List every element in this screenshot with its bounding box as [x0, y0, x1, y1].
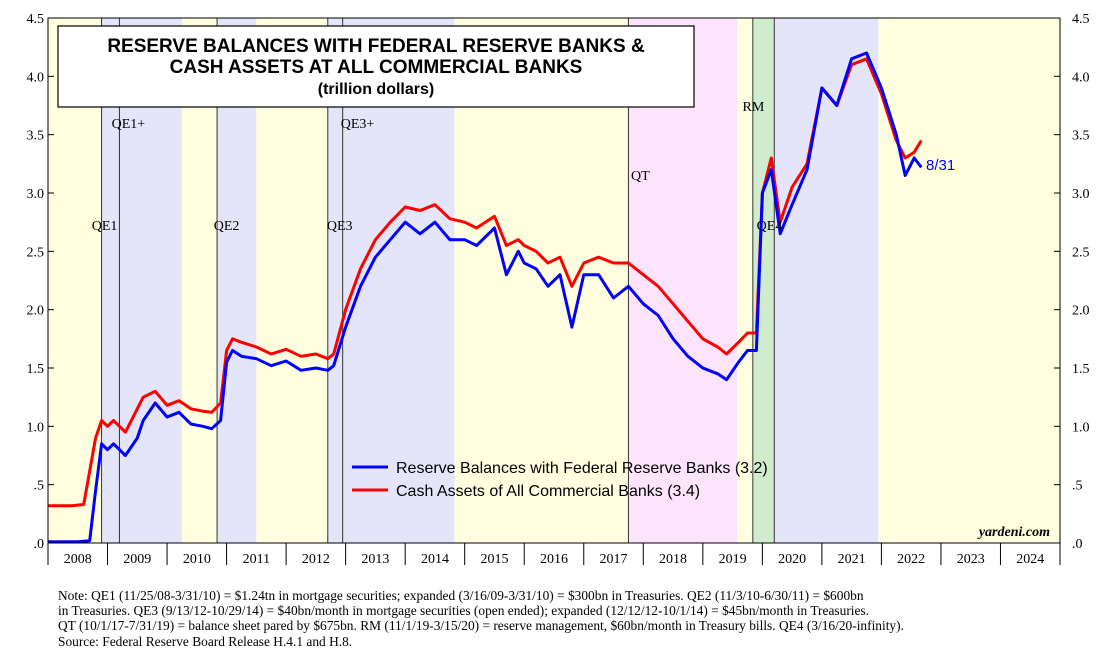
period-band-10: [774, 18, 879, 543]
x-tick-label: 2024: [1016, 552, 1044, 567]
y-tick-label-right: 3.0: [1072, 187, 1090, 202]
chart-canvas: .0 .0 .5 .5 1.0 1.0 1.5 1.5 2.0 2.0 2.5 2.5 3.0 3.0 3.…: [27, 12, 1090, 567]
period-label-qe1-plus: QE1+: [112, 117, 146, 132]
x-tick-label: 2017: [600, 552, 628, 567]
period-band-11: [878, 18, 1060, 543]
y-tick-label-left: 1.5: [27, 362, 45, 377]
x-tick-label: 2016: [540, 552, 568, 567]
end-date-label: 8/31: [926, 157, 955, 174]
y-tick-label-left: 3.0: [27, 187, 45, 202]
chart-title-line-2: CASH ASSETS AT ALL COMMERCIAL BANKS: [170, 57, 583, 78]
x-tick-label: 2013: [361, 552, 389, 567]
period-label-qe3-plus: QE3+: [341, 117, 375, 132]
y-tick-label-left: 2.0: [27, 304, 45, 319]
x-tick-label: 2009: [123, 552, 151, 567]
y-tick-label-left: .0: [34, 537, 45, 552]
x-tick-label: 2012: [302, 552, 330, 567]
plot-frame: [47, 17, 1061, 544]
x-tick-label: 2011: [243, 552, 270, 567]
y-tick-label-left: 1.0: [27, 420, 45, 435]
x-tick-label: 2014: [421, 552, 449, 567]
title-box: RESERVE BALANCES WITH FEDERAL RESERVE BA…: [57, 25, 695, 108]
footnote-line-1: Note: QE1 (11/25/08-3/31/10) = $1.24tn i…: [58, 588, 864, 603]
y-tick-label-left: 4.5: [27, 12, 45, 27]
y-axis: .0 .0 .5 .5 1.0 1.0 1.5 1.5 2.0 2.0 2.5 2.5 3.0 3.0 3.…: [27, 12, 1090, 552]
y-tick-label-right: .0: [1072, 537, 1083, 552]
series-lines: [48, 51, 923, 544]
x-tick-label: 2020: [778, 552, 806, 567]
y-tick-label-left: 4.0: [27, 70, 45, 85]
y-tick-label-right: 3.5: [1072, 129, 1090, 144]
period-label-qe4: QE4: [757, 219, 783, 234]
y-tick-label-right: 2.0: [1072, 304, 1090, 319]
legend: Reserve Balances with Federal Reserve Ba…: [352, 460, 768, 500]
y-tick-label-left: 2.5: [27, 245, 45, 260]
y-tick-label-right: 4.0: [1072, 70, 1090, 85]
legend-label-reserve: Reserve Balances with Federal Reserve Ba…: [396, 460, 768, 477]
legend-label-cash: Cash Assets of All Commercial Banks (3.4…: [396, 483, 700, 500]
period-band-8: [737, 18, 753, 543]
period-band-9: [752, 18, 775, 543]
y-tick-label-left: .5: [34, 479, 45, 494]
footnote: Note: QE1 (11/25/08-3/31/10) = $1.24tn i…: [58, 588, 1108, 649]
period-label-rm: RM: [743, 100, 765, 115]
period-label-qe2: QE2: [214, 219, 240, 234]
chart-title-line-1: RESERVE BALANCES WITH FEDERAL RESERVE BA…: [107, 36, 645, 57]
footnote-line-2: in Treasuries. QE3 (9/13/12-10/29/14) = …: [58, 603, 869, 619]
series-line-reserve-balances: [48, 51, 923, 544]
x-tick-label: 2010: [183, 552, 211, 567]
x-tick-label: 2022: [897, 552, 925, 567]
x-tick-label: 2021: [838, 552, 866, 567]
x-axis: 2008 2009 2010 2011 2012 2013 2014 2015 2016 2017…: [47, 543, 1061, 567]
y-tick-label-left: 3.5: [27, 129, 45, 144]
y-tick-label-right: 1.5: [1072, 362, 1090, 377]
footnote-line-3: QT (10/1/17-7/31/19) = balance sheet par…: [58, 618, 904, 634]
chart-subtitle: (trillion dollars): [318, 81, 434, 98]
x-tick-label: 2008: [64, 552, 92, 567]
period-label-qe1: QE1: [92, 219, 118, 234]
y-tick-label-right: 2.5: [1072, 245, 1090, 260]
y-tick-label-right: .5: [1072, 479, 1083, 494]
y-tick-label-right: 1.0: [1072, 420, 1090, 435]
x-tick-label: 2018: [659, 552, 687, 567]
y-tick-label-right: 4.5: [1072, 12, 1090, 27]
period-labels: QE1 QE1+ QE2 QE3 QE3+ QT RM QE4: [92, 100, 783, 234]
x-tick-label: 2023: [957, 552, 985, 567]
period-label-qe3: QE3: [327, 219, 353, 234]
x-tick-label: 2019: [719, 552, 747, 567]
period-label-qt: QT: [631, 169, 650, 184]
x-tick-label: 2015: [480, 552, 508, 567]
footnote-line-4: Source: Federal Reserve Board Release H.…: [58, 633, 353, 649]
series-line-cash-assets: [48, 57, 923, 508]
watermark: yardeni.com: [977, 525, 1050, 540]
